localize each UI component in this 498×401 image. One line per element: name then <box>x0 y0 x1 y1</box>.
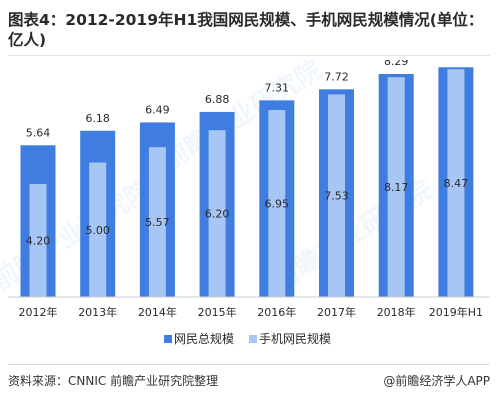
data-label-mobile: 5.00 <box>85 224 110 237</box>
data-label-mobile: 6.95 <box>265 198 290 211</box>
data-label-total: 7.72 <box>324 70 349 83</box>
data-label-total: 5.64 <box>26 126 51 139</box>
x-tick-label: 2014年 <box>138 305 177 319</box>
data-label-total: 8.29 <box>384 60 409 68</box>
data-label-mobile: 7.53 <box>324 190 349 203</box>
bar-chart: 5.64 6.18 6.49 6.88 7.31 7.72 8.29 8.54 4.20 5.0… <box>8 60 490 346</box>
x-tick-label: 2013年 <box>78 305 117 319</box>
data-label-total: 6.88 <box>205 93 230 106</box>
source-note: 资料来源：CNNIC 前瞻产业研究院整理 <box>8 374 219 388</box>
bar-mobile <box>387 77 405 298</box>
legend: 网民总规模 手机网民规模 <box>164 331 331 346</box>
legend-swatch-total <box>164 335 172 343</box>
bar-mobile <box>148 147 166 297</box>
x-tick-label: 2019年H1 <box>429 305 483 319</box>
page-title: 图表4：2012-2019年H1我国网民规模、手机网民规模情况(单位：亿人) <box>8 11 484 49</box>
bar-mobile <box>29 184 47 297</box>
series-total-labels: 5.64 6.18 6.49 6.88 7.31 7.72 8.29 8.54 <box>26 60 468 139</box>
legend-label-mobile: 手机网民规模 <box>259 331 331 346</box>
bar-mobile <box>89 162 107 297</box>
bar-mobile <box>447 69 465 297</box>
title-divider <box>8 55 490 56</box>
bar-mobile <box>268 110 286 297</box>
x-tick-label: 2012年 <box>19 305 58 319</box>
data-label-mobile: 4.20 <box>26 235 51 248</box>
data-label-total: 8.54 <box>444 60 469 61</box>
x-tick-label: 2018年 <box>377 305 416 319</box>
legend-swatch-mobile <box>249 335 257 343</box>
x-tick-label: 2016年 <box>257 305 296 319</box>
x-axis-tick-labels: 2012年 2013年 2014年 2015年 2016年 2017年 2018年 2019年… <box>19 305 484 319</box>
brand-credit: @前瞻经济学人APP <box>383 374 490 388</box>
bar-mobile <box>328 94 345 298</box>
series-mobile-bars <box>29 69 465 298</box>
x-tick-label: 2015年 <box>198 305 237 319</box>
data-label-total: 7.31 <box>265 81 290 94</box>
data-label-total: 6.18 <box>85 112 110 125</box>
data-label-mobile: 5.57 <box>145 216 170 229</box>
source-divider <box>8 364 490 365</box>
series-mobile-labels: 4.20 5.00 5.57 6.20 6.95 7.53 8.17 8.47 <box>26 177 468 247</box>
data-label-mobile: 8.47 <box>444 177 469 190</box>
legend-label-total: 网民总规模 <box>174 331 234 346</box>
data-label-total: 6.49 <box>145 103 170 116</box>
data-label-mobile: 6.20 <box>205 208 230 221</box>
x-tick-label: 2017年 <box>317 305 356 319</box>
data-label-mobile: 8.17 <box>384 181 409 194</box>
bar-mobile <box>208 130 226 297</box>
